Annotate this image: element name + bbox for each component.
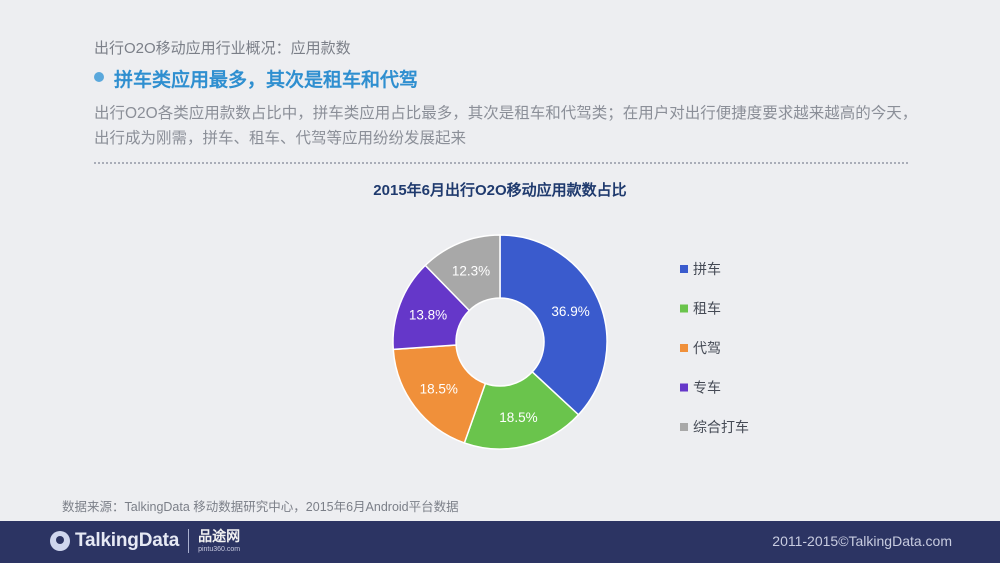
slice-3 bbox=[392, 344, 487, 444]
slice-1 bbox=[499, 234, 608, 416]
slice-label-2: 18.5% bbox=[499, 410, 537, 425]
legend-label-1: 拼车 bbox=[693, 261, 721, 277]
dotted-divider bbox=[94, 162, 908, 164]
section-label: 出行O2O移动应用行业概况：应用款数 bbox=[94, 40, 351, 57]
description: 出行O2O各类应用款数占比中，拼车类应用占比最多，其次是租车和代驾类；在用户对出… bbox=[94, 105, 918, 147]
slice-2 bbox=[463, 370, 580, 450]
source-note: 数据来源：TalkingData 移动数据研究中心，2015年6月Android… bbox=[62, 500, 459, 514]
partner-logo: 品途网 pintu360.com bbox=[198, 530, 240, 553]
legend-swatch-5 bbox=[680, 423, 688, 431]
copyright: 2011-2015©TalkingData.com bbox=[772, 533, 952, 549]
bullet-icon bbox=[94, 72, 104, 82]
chart-title: 2015年6月出行O2O移动应用款数占比 bbox=[373, 182, 627, 199]
legend-label-2: 租车 bbox=[693, 301, 721, 317]
legend-swatch-4 bbox=[680, 383, 688, 392]
talkingdata-logo-text: TalkingData bbox=[75, 530, 180, 551]
legend-label-5: 综合打车 bbox=[693, 419, 749, 435]
partner-logo-url: pintu360.com bbox=[198, 545, 241, 553]
slice-label-4: 13.8% bbox=[409, 308, 447, 323]
legend-label-4: 专车 bbox=[693, 380, 721, 396]
logo-separator bbox=[188, 529, 190, 553]
headline: 拼车类应用最多，其次是租车和代驾 bbox=[114, 70, 419, 91]
slice-label-5: 12.3% bbox=[452, 264, 490, 279]
slice-label-1: 36.9% bbox=[551, 304, 589, 319]
legend-swatch-2 bbox=[680, 304, 688, 313]
footer-bar bbox=[0, 521, 1000, 563]
slice-label-3: 18.5% bbox=[420, 382, 458, 397]
legend-swatch-1 bbox=[680, 265, 688, 273]
slice-5 bbox=[424, 234, 501, 312]
legend-swatch-3 bbox=[680, 344, 688, 352]
talkingdata-logo-icon bbox=[50, 531, 70, 551]
partner-logo-name: 品途网 bbox=[198, 528, 241, 545]
legend-label-3: 代驾 bbox=[693, 340, 721, 356]
footer-logos: TalkingData 品途网 pintu360.com bbox=[50, 528, 240, 554]
